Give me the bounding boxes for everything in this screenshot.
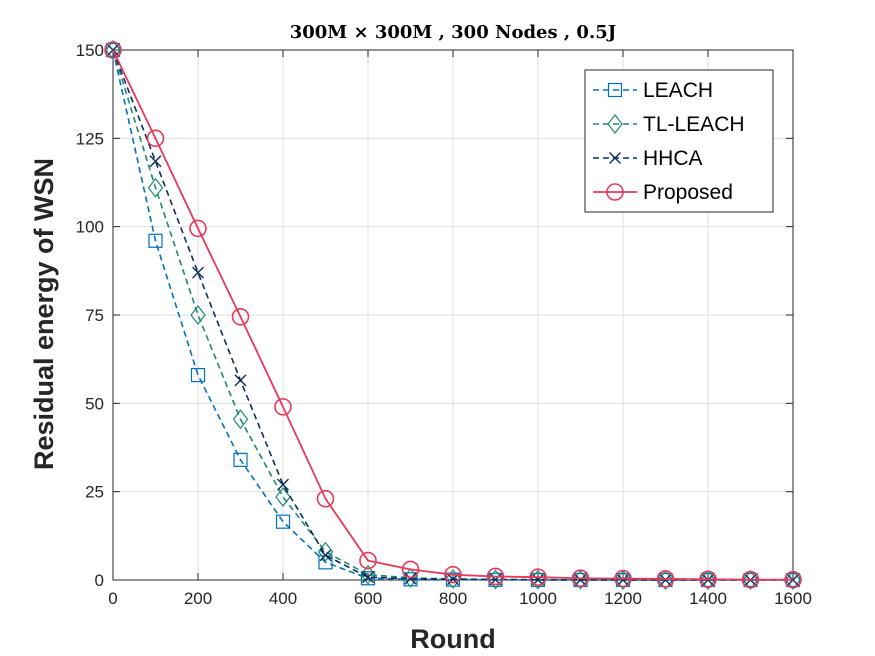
x-axis-label: Round [410, 624, 495, 654]
y-tick-label: 150 [76, 41, 104, 60]
legend-label-hhca: HHCA [643, 147, 703, 170]
data-point-proposed [656, 570, 675, 588]
x-tick-label: 600 [354, 589, 382, 608]
data-point-hhca [319, 549, 332, 562]
x-tick-label: 200 [184, 589, 212, 608]
data-point-tl-leach [785, 570, 801, 590]
legend: LEACH TL-LEACH HHCA Proposed [584, 69, 774, 213]
x-tick-label: 1600 [774, 589, 812, 608]
data-point-leach [190, 367, 206, 383]
data-point-proposed [104, 41, 122, 59]
x-tick-label: 1400 [689, 589, 727, 608]
data-point-hhca [362, 571, 374, 584]
legend-box [584, 69, 774, 213]
y-tick-label: 50 [85, 394, 104, 413]
data-point-tl-leach [700, 570, 716, 590]
x-tick-label: 1000 [519, 589, 557, 608]
data-point-tl-leach [615, 570, 631, 590]
data-point-leach [148, 233, 163, 248]
legend-marker-tl-leach [607, 114, 623, 134]
x-tick-label: 400 [269, 589, 297, 608]
data-point-proposed [401, 560, 420, 579]
data-point-tl-leach [105, 40, 121, 60]
legend-item-proposed: Proposed [593, 181, 733, 204]
series-proposed [104, 41, 802, 589]
data-point-proposed [784, 570, 802, 589]
legend-item-leach: LEACH [593, 79, 713, 102]
chart-title: 300M × 300M , 300 Nodes , 0.5J [290, 22, 617, 43]
data-point-proposed [486, 567, 505, 586]
x-tick-label: 800 [439, 589, 467, 608]
data-point-tl-leach [190, 305, 206, 325]
data-point-tl-leach [657, 570, 674, 590]
y-tick-label: 100 [76, 218, 104, 237]
data-point-proposed [146, 129, 165, 148]
y-tick-label: 75 [85, 306, 104, 325]
data-point-hhca [574, 574, 587, 586]
legend-marker-leach [607, 82, 623, 98]
data-point-hhca [277, 478, 289, 491]
data-point-tl-leach [232, 409, 249, 430]
data-point-tl-leach [147, 177, 164, 198]
data-point-proposed [529, 568, 547, 586]
y-tick-label: 0 [95, 571, 104, 590]
x-tick-label: 1200 [604, 589, 642, 608]
data-point-leach [233, 452, 248, 467]
data-point-hhca [659, 574, 672, 586]
data-point-tl-leach [445, 568, 461, 589]
data-point-proposed [359, 551, 377, 570]
series-line-proposed [112, 49, 793, 581]
data-point-leach [360, 571, 376, 586]
data-point-proposed [274, 398, 292, 416]
data-point-hhca [404, 572, 417, 585]
data-point-proposed [699, 570, 717, 589]
data-point-hhca [149, 155, 162, 168]
data-point-proposed [571, 569, 590, 588]
y-tick-label: 25 [85, 483, 104, 502]
legend-item-hhca: HHCA [593, 147, 703, 170]
data-point-tl-leach [275, 486, 291, 507]
legend-item-tl-leach: TL-LEACH [593, 113, 745, 136]
data-point-tl-leach [742, 570, 759, 590]
data-point-hhca [192, 266, 204, 279]
legend-marker-hhca [609, 152, 621, 164]
y-tick-label: 125 [76, 129, 104, 148]
data-point-hhca [234, 374, 247, 387]
x-tick-label: 0 [108, 589, 117, 608]
data-point-proposed [444, 565, 462, 584]
data-point-tl-leach [572, 569, 589, 590]
legend-marker-proposed [606, 183, 624, 201]
data-point-proposed [231, 307, 250, 326]
data-point-hhca [617, 574, 629, 586]
data-point-proposed [189, 219, 207, 238]
y-axis-label: Residual energy of WSN [29, 158, 59, 470]
data-point-proposed [614, 569, 632, 588]
legend-label-leach: LEACH [643, 79, 713, 102]
legend-label-proposed: Proposed [643, 181, 733, 204]
data-point-proposed [741, 570, 760, 589]
legend-label-tl-leach: TL-LEACH [643, 113, 745, 136]
data-point-leach [275, 514, 291, 529]
data-point-proposed [316, 489, 335, 508]
